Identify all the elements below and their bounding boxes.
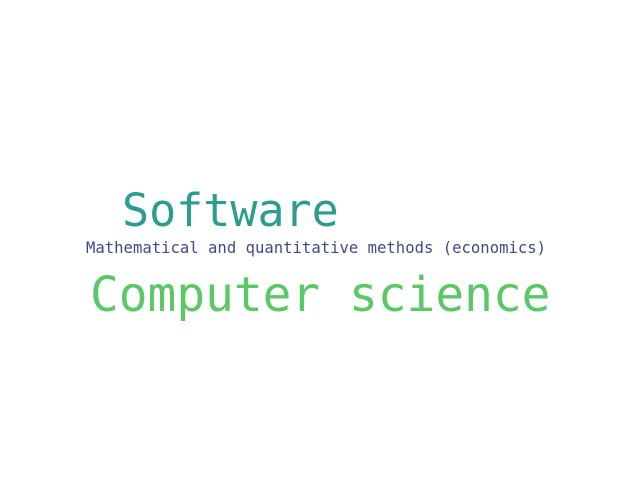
word-software: Software xyxy=(122,184,339,237)
word-mathematical-and-quantitative-methods: Mathematical and quantitative methods (e… xyxy=(86,239,547,257)
word-computer-science: Computer science xyxy=(90,268,551,323)
